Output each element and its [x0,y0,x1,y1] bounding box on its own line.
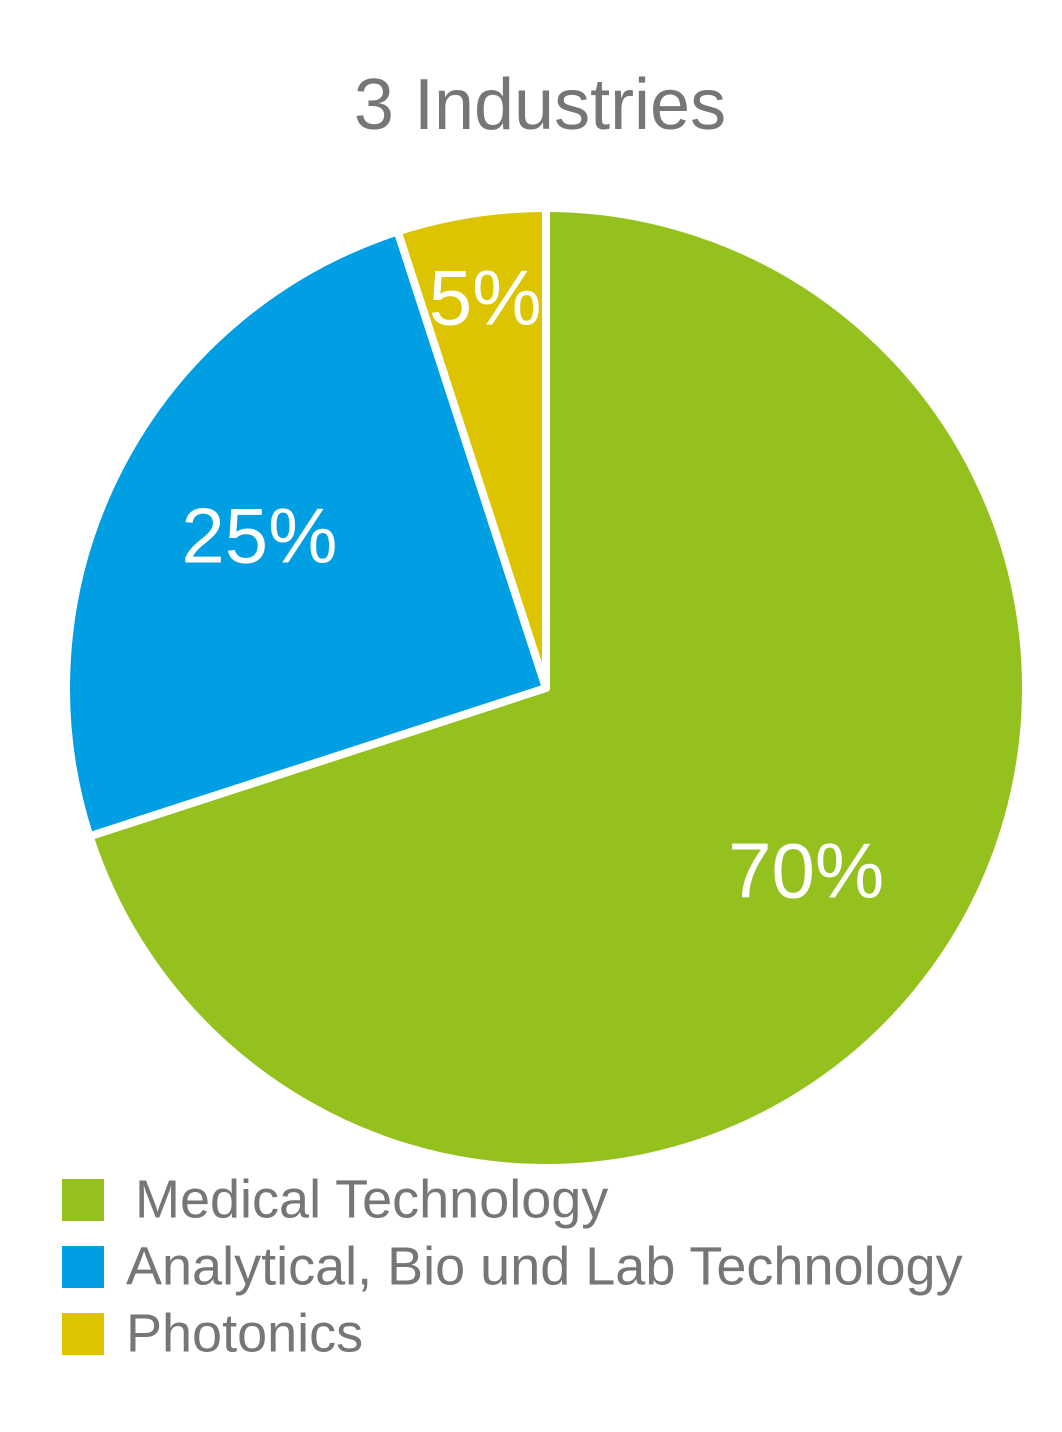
legend-swatch [62,1313,104,1355]
legend-label: Analytical, Bio und Lab Technology [126,1236,963,1296]
legend-swatch [62,1246,104,1288]
pie-slice [85,204,1030,1172]
legend-label: Medical Technology [135,1169,608,1229]
data-label: 5% [429,254,542,342]
data-label: 70% [728,827,884,915]
chart-title: 3 Industries [354,65,726,145]
pie-slice [393,204,550,692]
pie-slice [62,227,550,841]
legend-swatch [62,1179,104,1221]
data-label: 25% [181,492,337,580]
legend-label: Photonics [126,1303,363,1363]
